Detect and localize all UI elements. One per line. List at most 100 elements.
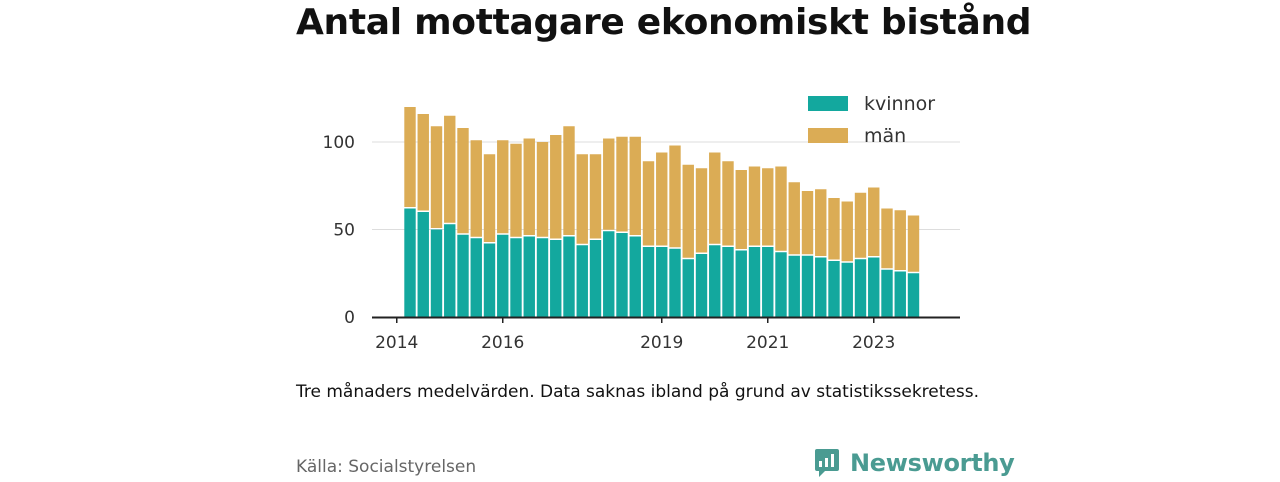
bar-man <box>550 135 562 239</box>
bar-man <box>444 115 456 223</box>
bar-kvinnor <box>801 255 814 317</box>
y-tick-label: 50 <box>333 221 355 241</box>
bar-man <box>801 191 814 255</box>
bar-kvinnor <box>828 261 840 317</box>
bar-man <box>642 161 655 246</box>
legend-label-kvinnor: kvinnor <box>864 93 935 115</box>
bar-kvinnor <box>536 238 549 317</box>
bar-man <box>669 145 681 248</box>
bar-man <box>404 107 416 207</box>
bars <box>404 107 920 317</box>
x-tick-label: 2019 <box>640 333 683 353</box>
bar-man <box>470 140 482 237</box>
bar-man <box>828 198 840 260</box>
bar-kvinnor <box>735 250 747 317</box>
bar-kvinnor <box>762 247 774 317</box>
bar-man <box>656 152 668 246</box>
bar-kvinnor <box>483 243 496 317</box>
bar-kvinnor <box>881 269 893 317</box>
bar-kvinnor <box>404 208 416 317</box>
bar-kvinnor <box>444 224 456 317</box>
bar-kvinnor <box>430 229 443 317</box>
brand-name: Newsworthy <box>850 449 1015 477</box>
bar-man <box>417 114 429 211</box>
bar-man <box>576 154 588 244</box>
bar-man <box>762 168 774 246</box>
newsworthy-brand[interactable]: Newsworthy <box>814 446 1015 480</box>
y-axis: 0 50 100 <box>323 133 355 328</box>
bar-man <box>907 215 920 272</box>
bar-man <box>430 126 443 228</box>
bar-man <box>682 164 694 258</box>
bar-kvinnor <box>907 273 920 317</box>
legend-swatch-man <box>808 128 848 143</box>
legend-swatch-kvinnor <box>808 96 848 111</box>
bar-kvinnor <box>815 257 827 317</box>
bar-man <box>536 142 549 237</box>
bar-kvinnor <box>709 245 721 317</box>
bar-man <box>616 136 628 232</box>
bar-kvinnor <box>563 236 575 317</box>
bar-kvinnor <box>417 212 429 317</box>
bar-kvinnor <box>457 234 469 317</box>
x-tick-label: 2023 <box>852 333 895 353</box>
bar-man <box>497 140 509 234</box>
bar-man <box>815 189 827 256</box>
newsworthy-logo-icon <box>814 448 840 478</box>
bar-kvinnor <box>748 247 761 317</box>
bar-man <box>483 154 496 242</box>
bar-kvinnor <box>656 247 668 317</box>
bar-kvinnor <box>695 254 708 317</box>
y-tick-label: 100 <box>323 133 355 153</box>
y-tick-label: 0 <box>344 308 355 328</box>
bar-kvinnor <box>841 262 853 317</box>
bar-man <box>457 128 469 234</box>
bar-kvinnor <box>470 238 482 317</box>
bar-man <box>788 182 800 255</box>
legend-label-man: män <box>864 125 906 147</box>
bar-man <box>563 126 575 235</box>
bar-kvinnor <box>894 271 906 317</box>
bar-man <box>735 170 747 249</box>
bar-man <box>748 166 761 246</box>
bar-kvinnor <box>868 257 880 317</box>
bar-man <box>868 187 880 256</box>
x-tick-label: 2016 <box>481 333 524 353</box>
bar-kvinnor <box>589 240 602 317</box>
bar-man <box>854 192 867 258</box>
bar-man <box>709 152 721 244</box>
bar-kvinnor <box>722 247 734 317</box>
bar-man <box>841 201 853 262</box>
bar-kvinnor <box>550 240 562 317</box>
bar-kvinnor <box>775 252 787 317</box>
bar-man <box>589 154 602 239</box>
bar-kvinnor <box>788 255 800 317</box>
bar-kvinnor <box>603 231 615 317</box>
bar-man <box>629 136 641 235</box>
bar-kvinnor <box>642 247 655 317</box>
x-axis: 2014 2016 2019 2021 2023 <box>375 317 895 353</box>
bar-kvinnor <box>510 238 522 317</box>
bar-kvinnor <box>523 236 535 317</box>
bar-man <box>695 168 708 253</box>
bar-kvinnor <box>497 234 509 317</box>
x-tick-label: 2021 <box>746 333 789 353</box>
bar-kvinnor <box>682 259 694 317</box>
legend: kvinnor män <box>808 93 935 147</box>
chart-title: Antal mottagare ekonomiskt bistånd <box>296 2 1032 43</box>
x-tick-label: 2014 <box>375 333 418 353</box>
bar-kvinnor <box>669 248 681 317</box>
chart-note: Tre månaders medelvärden. Data saknas ib… <box>296 382 979 402</box>
bar-kvinnor <box>854 259 867 317</box>
source-credit: Källa: Socialstyrelsen <box>296 457 477 477</box>
bar-man <box>775 166 787 251</box>
bar-kvinnor <box>616 233 628 317</box>
bar-kvinnor <box>576 245 588 317</box>
bar-man <box>894 210 906 270</box>
bar-man <box>523 138 535 235</box>
bar-man <box>722 161 734 246</box>
bar-man <box>603 138 615 230</box>
bar-kvinnor <box>629 236 641 317</box>
bar-man <box>881 208 893 269</box>
